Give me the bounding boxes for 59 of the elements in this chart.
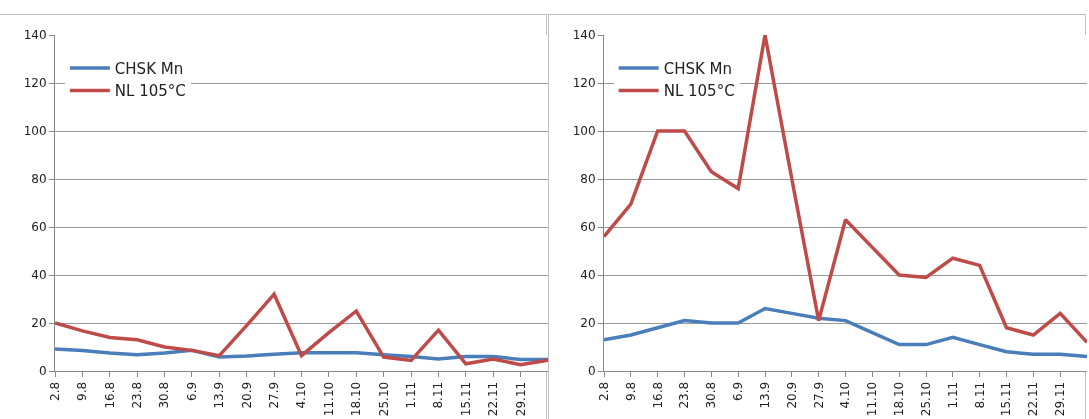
y-tick-label: 100 (23, 124, 47, 139)
x-tick-label: 4.10 (838, 381, 853, 409)
y-tick-label: 20 (31, 316, 47, 331)
x-tick-label: 11.10 (865, 381, 880, 417)
x-tick-label: 2.8 (596, 381, 611, 401)
x-tick-label: 16.8 (102, 381, 117, 409)
legend-label: NL 105°C (663, 82, 735, 101)
x-tick-label: 8.11 (972, 381, 987, 409)
y-tick-label: 40 (580, 268, 596, 283)
x-tick-label: 23.8 (677, 381, 692, 409)
x-tick-label: 6.9 (731, 381, 746, 401)
y-tick-label: 40 (31, 268, 47, 283)
x-tick-label: 25.10 (376, 381, 391, 417)
y-tick-label: 80 (31, 172, 47, 187)
x-tick-label: 30.8 (157, 381, 172, 409)
x-tick-label: 2.8 (47, 381, 62, 401)
x-tick-label: 22.11 (1026, 381, 1041, 417)
x-tick-label: 1.11 (403, 381, 418, 409)
x-tick-label: 29.11 (513, 381, 528, 417)
x-tick-label: 22.11 (486, 381, 501, 417)
y-tick-label: 20 (580, 316, 596, 331)
x-tick-label: 4.10 (294, 381, 309, 409)
x-tick-label: 27.9 (811, 381, 826, 409)
x-tick-label: 29.11 (1053, 381, 1068, 417)
y-tick-label: 0 (587, 364, 596, 379)
x-tick-label: 30.8 (704, 381, 719, 409)
legend-label: NL 105°C (114, 82, 186, 101)
y-tick-label: 80 (580, 172, 596, 187)
line-series (604, 35, 1087, 344)
y-tick-label: 100 (572, 124, 596, 139)
x-tick-label: 6.9 (184, 381, 199, 401)
x-tick-label: 20.9 (239, 381, 254, 409)
x-tick-label: 8.11 (431, 381, 446, 409)
y-tick-label: 120 (23, 76, 47, 91)
x-tick-label: 15.11 (999, 381, 1014, 417)
x-tick-label: 23.8 (130, 381, 145, 409)
line-series (55, 292, 548, 367)
x-tick-label: 15.11 (458, 381, 473, 417)
x-tick-label: 1.11 (945, 381, 960, 409)
line-series (604, 306, 1087, 359)
y-tick-label: 60 (580, 220, 596, 235)
x-tick-label: 20.9 (784, 381, 799, 409)
legend-label: CHSK Mn (114, 59, 184, 78)
x-tick-label: 18.10 (349, 381, 364, 417)
x-tick-label: 11.10 (321, 381, 336, 417)
x-tick-label: 13.9 (757, 381, 772, 409)
y-tick-label: 140 (572, 28, 596, 43)
x-tick-label: 27.9 (267, 381, 282, 409)
y-tick-label: 0 (38, 364, 47, 379)
x-tick-label: 18.10 (892, 381, 907, 417)
y-tick-label: 120 (572, 76, 596, 91)
y-tick-label: 60 (31, 220, 47, 235)
x-tick-label: 9.8 (75, 381, 90, 401)
x-tick-label: 9.8 (623, 381, 638, 401)
x-tick-label: 25.10 (918, 381, 933, 417)
x-tick-label: 16.8 (650, 381, 665, 409)
legend-label: CHSK Mn (663, 59, 732, 78)
x-tick-label: 13.9 (212, 381, 227, 409)
y-tick-label: 140 (23, 28, 47, 43)
